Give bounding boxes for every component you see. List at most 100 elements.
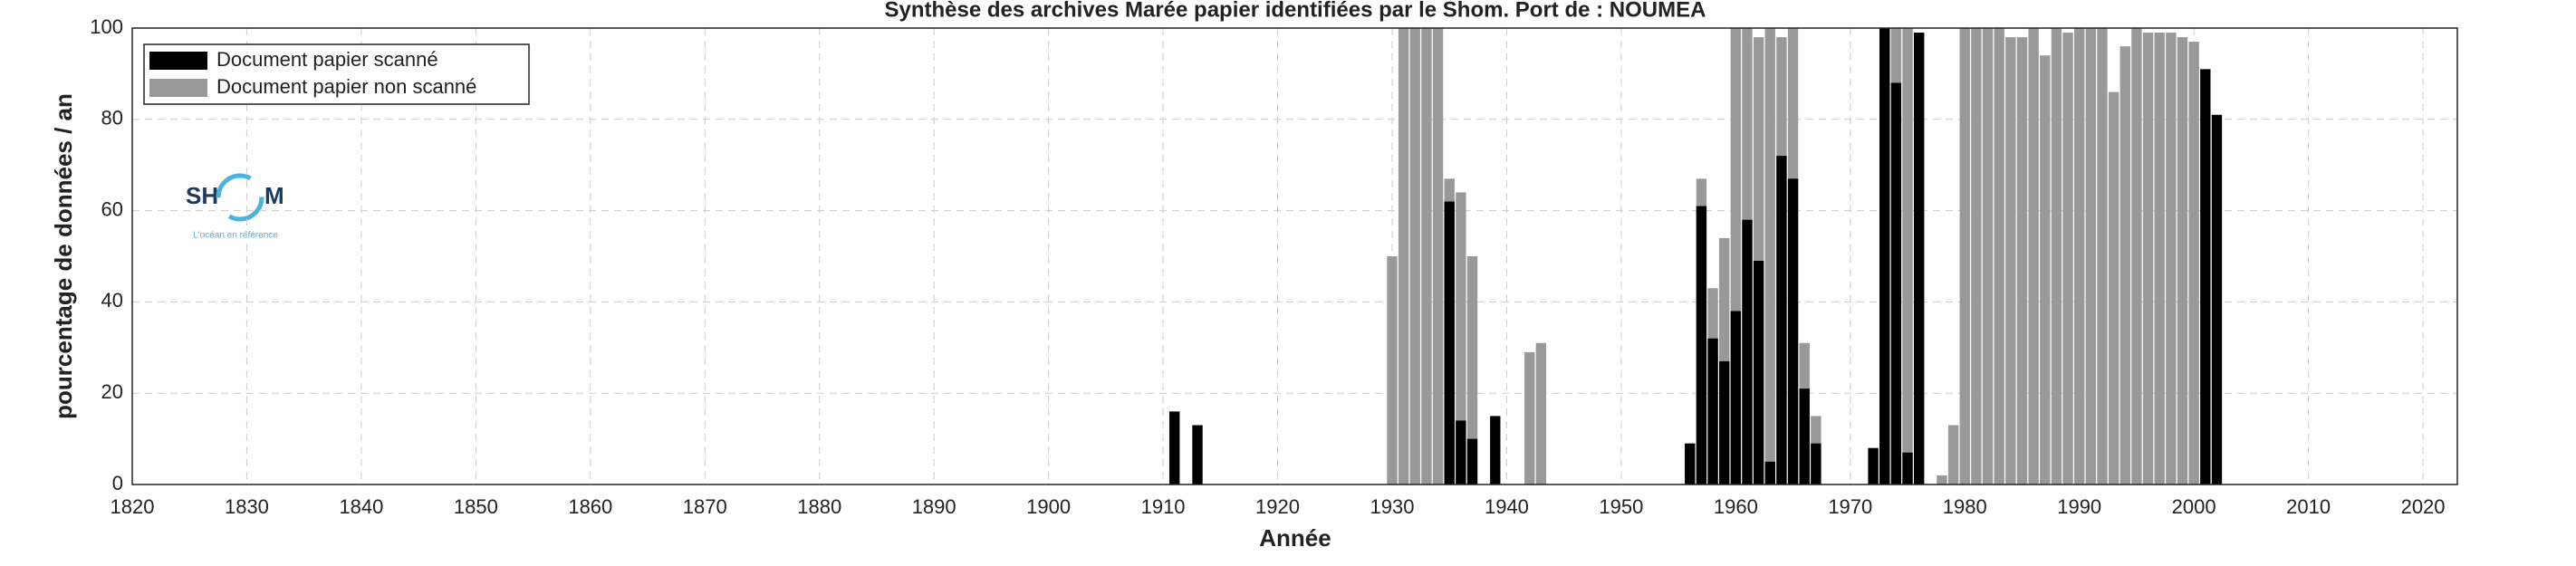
- bar: [1937, 475, 1947, 484]
- x-tick-label: 1980: [1943, 495, 1987, 518]
- legend-label: Document papier scanné: [216, 48, 438, 71]
- bar: [1982, 28, 1994, 484]
- x-tick-label: 1920: [1255, 495, 1300, 518]
- bar: [2200, 69, 2211, 485]
- bar: [2051, 28, 2062, 484]
- bar: [1730, 28, 1742, 484]
- bar: [1994, 28, 2004, 484]
- x-tick-label: 1880: [797, 495, 841, 518]
- x-tick-label: 1870: [683, 495, 727, 518]
- bar: [1719, 360, 1730, 484]
- bar: [1959, 28, 1970, 484]
- bar: [1764, 28, 1775, 484]
- bar: [2166, 33, 2177, 484]
- bar: [1890, 82, 1902, 484]
- bar: [1535, 342, 1547, 484]
- bar: [1719, 237, 1730, 484]
- bar: [1947, 425, 1959, 484]
- bar: [1398, 28, 1409, 484]
- bar: [1685, 443, 1696, 484]
- bar: [1902, 452, 1913, 484]
- legend-swatch: [149, 52, 207, 70]
- bar: [1764, 461, 1775, 484]
- x-tick-label: 1840: [339, 495, 383, 518]
- x-tick-label: 2010: [2286, 495, 2331, 518]
- bar: [1868, 447, 1879, 484]
- x-tick-label: 1830: [225, 495, 269, 518]
- x-tick-label: 1850: [454, 495, 498, 518]
- bar: [2028, 28, 2039, 484]
- bar: [1432, 28, 1444, 484]
- logo-text: SH: [186, 182, 218, 209]
- logo-ring: [216, 173, 264, 222]
- bar: [1742, 219, 1753, 484]
- x-tick-label: 1910: [1141, 495, 1186, 518]
- x-tick-label: 1940: [1485, 495, 1529, 518]
- bar: [1456, 192, 1466, 484]
- bar: [2097, 28, 2108, 484]
- bar: [2211, 114, 2223, 484]
- bar: [1753, 261, 1764, 484]
- y-axis-label: pourcentage de données / an: [50, 93, 77, 419]
- bar: [1696, 206, 1707, 484]
- x-tick-label: 2020: [2401, 495, 2446, 518]
- bar: [2188, 42, 2199, 485]
- legend-swatch: [149, 79, 207, 97]
- bar: [1776, 156, 1787, 484]
- bar: [2131, 28, 2142, 484]
- x-tick-label: 1960: [1714, 495, 1758, 518]
- bar: [1879, 28, 1890, 484]
- bar: [2119, 46, 2130, 484]
- bar: [1730, 311, 1742, 484]
- bar: [2016, 37, 2028, 485]
- bar: [1409, 28, 1420, 484]
- x-tick-label: 1890: [912, 495, 956, 518]
- logo: SH M L'océan en référence: [186, 173, 284, 241]
- bar: [1192, 425, 1203, 484]
- bar: [2040, 55, 2051, 485]
- x-axis-label: Année: [1259, 524, 1331, 552]
- bar: [2177, 37, 2188, 485]
- legend-label: Document papier non scanné: [216, 75, 476, 98]
- bar: [1787, 178, 1799, 484]
- y-tick-label: 20: [101, 380, 123, 403]
- bar: [1466, 256, 1478, 484]
- logo-text: M: [264, 182, 284, 209]
- chart-title: Synthèse des archives Marée papier ident…: [885, 0, 1706, 22]
- bar: [2142, 33, 2154, 484]
- bar: [2074, 28, 2085, 484]
- legend-box: [143, 43, 530, 105]
- y-tick-label: 40: [101, 289, 123, 312]
- x-tick-label: 1990: [2057, 495, 2101, 518]
- bar: [2085, 28, 2097, 484]
- y-tick-label: 0: [112, 472, 123, 494]
- bar: [1466, 438, 1478, 484]
- y-tick-label: 100: [90, 15, 123, 38]
- bar: [1169, 411, 1180, 484]
- bar: [2154, 33, 2165, 484]
- bar: [2005, 37, 2016, 485]
- x-tick-label: 2000: [2172, 495, 2216, 518]
- x-tick-label: 1970: [1828, 495, 1872, 518]
- x-tick-label: 1860: [568, 495, 612, 518]
- x-tick-label: 1820: [111, 495, 155, 518]
- x-tick-label: 1950: [1599, 495, 1643, 518]
- bar: [1444, 201, 1455, 484]
- bar: [2108, 91, 2119, 484]
- bar: [1456, 420, 1466, 484]
- axes-frame: [131, 27, 2458, 485]
- bar: [2062, 33, 2073, 484]
- bar: [1902, 28, 1913, 484]
- bar: [1524, 351, 1535, 484]
- bar: [1913, 33, 1925, 484]
- bar: [1971, 28, 1982, 484]
- bar: [1811, 443, 1821, 484]
- bar: [1490, 416, 1501, 484]
- y-tick-label: 80: [101, 107, 123, 130]
- x-tick-label: 1930: [1370, 495, 1415, 518]
- bar: [1387, 256, 1398, 484]
- x-tick-label: 1900: [1026, 495, 1071, 518]
- bar: [1421, 28, 1432, 484]
- bar: [1707, 338, 1718, 484]
